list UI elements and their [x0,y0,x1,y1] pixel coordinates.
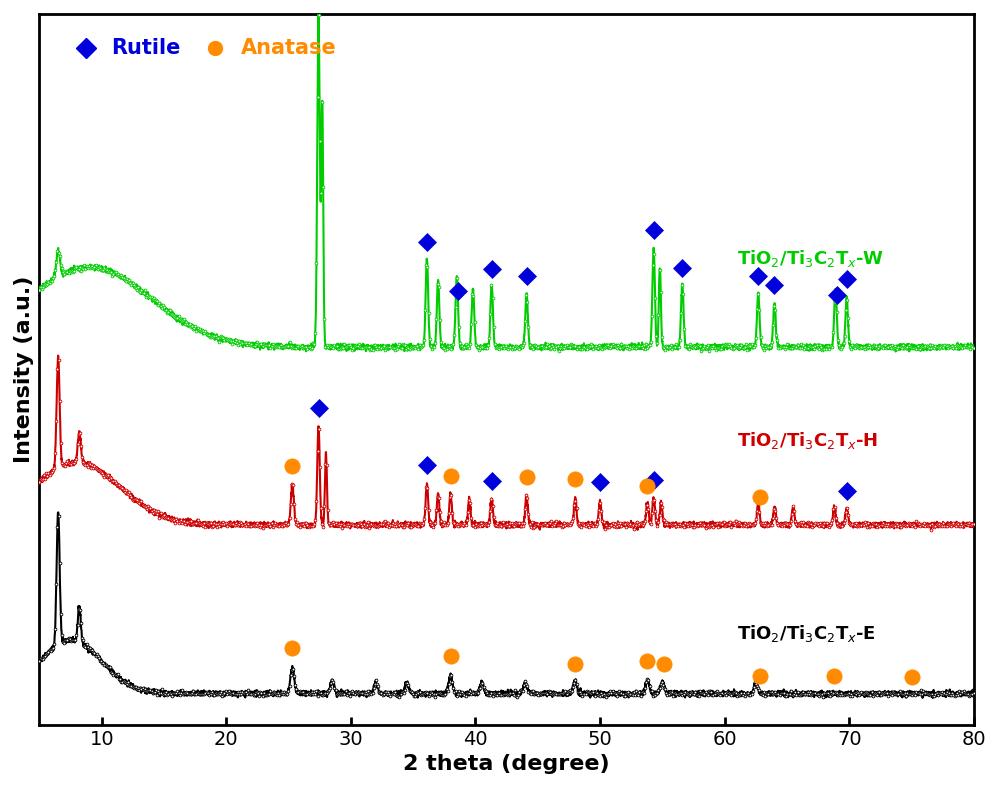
Y-axis label: Intensity (a.u.): Intensity (a.u.) [14,276,34,463]
Text: TiO$_2$/Ti$_3$C$_2$T$_x$-E: TiO$_2$/Ti$_3$C$_2$T$_x$-E [737,623,876,644]
Text: TiO$_2$/Ti$_3$C$_2$T$_x$-W: TiO$_2$/Ti$_3$C$_2$T$_x$-W [737,247,884,269]
Legend: Rutile, Anatase: Rutile, Anatase [59,31,344,66]
Text: TiO$_2$/Ti$_3$C$_2$T$_x$-H: TiO$_2$/Ti$_3$C$_2$T$_x$-H [737,430,878,451]
X-axis label: 2 theta (degree): 2 theta (degree) [403,754,610,774]
